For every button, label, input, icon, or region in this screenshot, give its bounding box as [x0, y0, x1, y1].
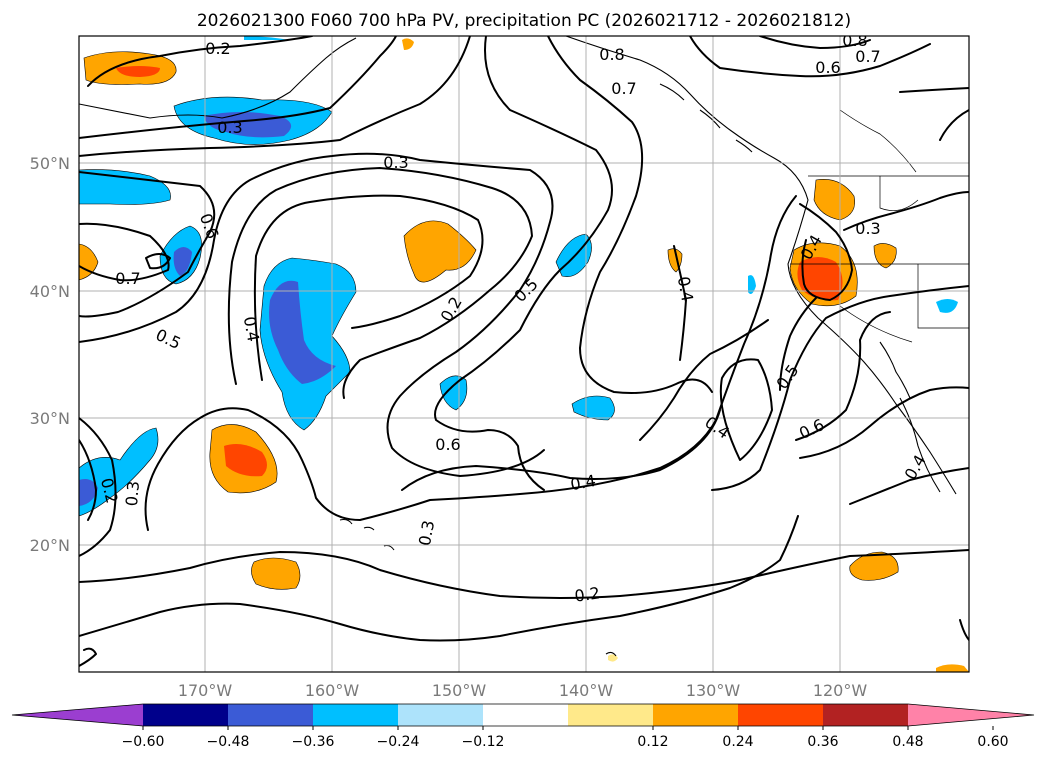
lon-label: 170°W [178, 681, 233, 700]
map-frame [78, 35, 970, 673]
colorbar-segment [483, 704, 569, 726]
contour-label: 0.3 [855, 219, 880, 238]
colorbar-segment [738, 704, 824, 726]
colorbar-segment [823, 704, 909, 726]
contour-label: 0.3 [217, 118, 242, 137]
gridlines [79, 36, 969, 672]
lon-label: 120°W [813, 681, 868, 700]
contour-label: 0.4 [569, 471, 597, 494]
lat-label: 50°N [30, 154, 70, 173]
colorbar-segment [568, 704, 654, 726]
colorbar-segment [398, 704, 484, 726]
colorbar-tick-label: 0.36 [807, 734, 838, 750]
colorbar-tick-label: 0.60 [977, 734, 1008, 750]
contour-label: 0.3 [415, 519, 438, 547]
map-layers: 0.2 0.3 0.8 0.7 0.8 0.7 0.6 0.3 0.6 0.7 … [79, 31, 969, 672]
lon-label: 150°W [432, 681, 487, 700]
colorbar-tick-label: 0.48 [892, 734, 923, 750]
contour-label: 0.7 [115, 269, 140, 288]
contour-label: 0.8 [842, 31, 867, 50]
lat-label: 20°N [30, 536, 70, 555]
lat-label: 40°N [30, 282, 70, 301]
colorbar-segment [228, 704, 314, 726]
contour-label: 0.3 [383, 153, 408, 172]
contour-label: 0.4 [240, 315, 263, 343]
colorbar-extend-high [908, 704, 1034, 726]
colorbar-tick-label: 0.24 [722, 734, 753, 750]
colorbar-tick-label: −0.48 [207, 734, 250, 750]
pv-contours [79, 36, 969, 667]
longitude-labels: 170°W 160°W 150°W 140°W 130°W 120°W [178, 681, 868, 700]
map-area [79, 36, 969, 672]
lon-label: 130°W [686, 681, 741, 700]
lat-label: 30°N [30, 409, 70, 428]
contour-label: 0.6 [435, 435, 460, 454]
colorbar-segment [653, 704, 739, 726]
colorbar: −0.60 −0.48 −0.36 −0.24 −0.12 0.12 0.24 0.36 0.4… [11, 703, 1035, 750]
colorbar-segment [143, 704, 229, 726]
contour-label: 0.4 [674, 275, 697, 303]
contour-label: 0.3 [122, 480, 143, 507]
colorbar-segments [11, 703, 1035, 727]
contour-label: 0.2 [573, 583, 601, 605]
lon-label: 140°W [559, 681, 614, 700]
contour-label: 0.2 [205, 39, 230, 58]
colorbar-segment [313, 704, 399, 726]
colorbar-tick-label: −0.60 [122, 734, 165, 750]
colorbar-tick-label: −0.24 [377, 734, 420, 750]
contour-label: 0.7 [855, 47, 880, 66]
contour-label: 0.6 [815, 58, 840, 77]
contour-label: 0.8 [599, 45, 624, 64]
colorbar-ticks: −0.60 −0.48 −0.36 −0.24 −0.12 0.12 0.24 0.36 0.4… [122, 726, 1009, 750]
latitude-labels: 50°N 40°N 30°N 20°N [30, 154, 70, 555]
lon-label: 160°W [305, 681, 360, 700]
figure-title: 2026021300 F060 700 hPa PV, precipitatio… [197, 11, 851, 31]
colorbar-tick-label: 0.12 [637, 734, 668, 750]
colorbar-extend-low [12, 704, 143, 726]
contour-label: 0.7 [611, 79, 636, 98]
colorbar-tick-label: −0.12 [462, 734, 505, 750]
colorbar-tick-label: −0.36 [292, 734, 335, 750]
